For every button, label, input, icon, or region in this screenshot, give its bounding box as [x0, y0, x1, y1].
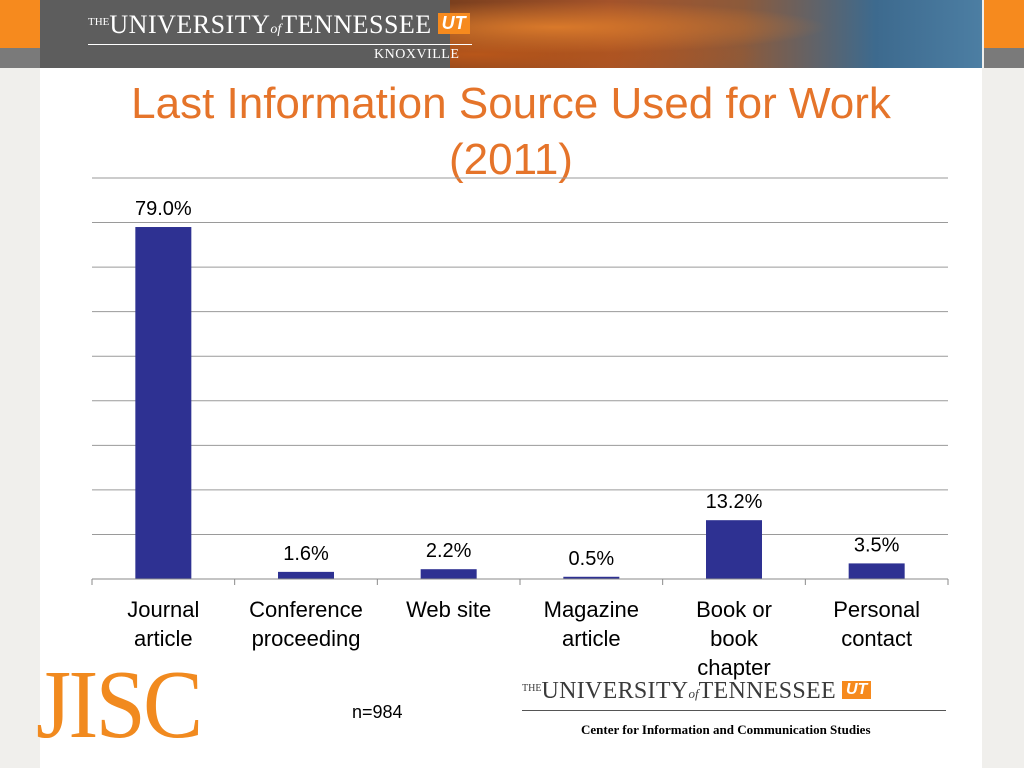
slide-title: Last Information Source Used for Work (2… — [40, 76, 982, 188]
category-label-line: Magazine — [544, 597, 639, 622]
header-logo-tennessee: TENNESSEE — [281, 10, 432, 39]
header-university-logo: THEUNIVERSITYofTENNESSEE UT — [88, 10, 470, 40]
bar — [420, 569, 477, 579]
footer-center-name: Center for Information and Communication… — [581, 722, 871, 737]
category-label: Magazine article — [544, 597, 639, 651]
footer-ut-mark: UT — [841, 681, 872, 699]
bar — [278, 571, 334, 579]
category-label-line: article — [562, 626, 621, 651]
category-label-line: Book or — [696, 597, 772, 622]
chart-category-labels: Journal article Conference proceeding Web si… — [127, 597, 920, 680]
bar — [848, 563, 905, 579]
bar — [706, 520, 762, 579]
header-logo-university: UNIVERSITY — [109, 10, 271, 39]
footer-logo-the: THE — [522, 683, 542, 694]
data-label: 1.6% — [283, 543, 329, 565]
category-label: Book or book chapter — [696, 597, 772, 680]
bar — [563, 576, 620, 579]
chart-data-labels: 79.0% 1.6% 2.2% 0.5% 13.2% 3.5% — [135, 198, 900, 570]
footer-logo-university: UNIVERSITY — [541, 678, 689, 704]
category-label-line: book — [710, 626, 759, 651]
category-label-line: Journal — [127, 597, 199, 622]
left-grey-band — [0, 48, 40, 68]
data-label: 79.0% — [135, 198, 192, 220]
category-label: Personal contact — [833, 597, 920, 651]
header-ut-mark: UT — [437, 13, 470, 34]
header-logo-rule — [88, 44, 472, 45]
category-label-line: chapter — [697, 655, 770, 680]
category-label-line: Conference — [249, 597, 363, 622]
bar-chart: 79.0% 1.6% 2.2% 0.5% 13.2% 3.5% Journal articl… — [91, 177, 949, 680]
data-label: 3.5% — [854, 534, 900, 556]
category-label: Web site — [406, 597, 491, 622]
footer-university-logo: THEUNIVERSITYofTENNESSEE UT — [522, 678, 872, 705]
chart-x-axis — [91, 578, 949, 585]
slide-title-line1: Last Information Source Used for Work — [131, 79, 891, 128]
left-orange-tab — [0, 0, 40, 48]
chart-bars — [135, 227, 905, 579]
header-logo-subtitle: KNOXVILLE — [374, 47, 460, 62]
category-label: Conference proceeding — [249, 597, 363, 651]
right-grey-band — [984, 48, 1024, 68]
category-label-line: article — [134, 626, 193, 651]
data-label: 0.5% — [569, 548, 615, 570]
category-label-line: Personal — [833, 597, 920, 622]
footer-logo-tennessee: TENNESSEE — [698, 678, 836, 704]
category-label-line: proceeding — [252, 626, 361, 651]
category-label-line: Web site — [406, 597, 491, 622]
header-banner: THEUNIVERSITYofTENNESSEE UT KNOXVILLE — [40, 0, 982, 68]
right-orange-tab — [984, 0, 1024, 48]
jisc-logo: JISC — [36, 651, 203, 759]
sample-size-note: n=984 — [352, 702, 403, 722]
category-label-line: contact — [841, 626, 912, 651]
footer-logo-of: of — [688, 686, 699, 701]
data-label: 2.2% — [426, 540, 472, 562]
chart-gridlines — [92, 177, 948, 535]
header-campus-photo — [450, 0, 982, 68]
bar — [135, 227, 192, 579]
category-label: Journal article — [127, 597, 199, 651]
header-logo-of: of — [270, 22, 282, 37]
slide-title-line2: (2011) — [449, 135, 573, 184]
footer-logo-rule — [522, 710, 946, 711]
data-label: 13.2% — [706, 491, 763, 513]
header-logo-the: THE — [88, 16, 110, 28]
slide-canvas — [40, 0, 982, 768]
